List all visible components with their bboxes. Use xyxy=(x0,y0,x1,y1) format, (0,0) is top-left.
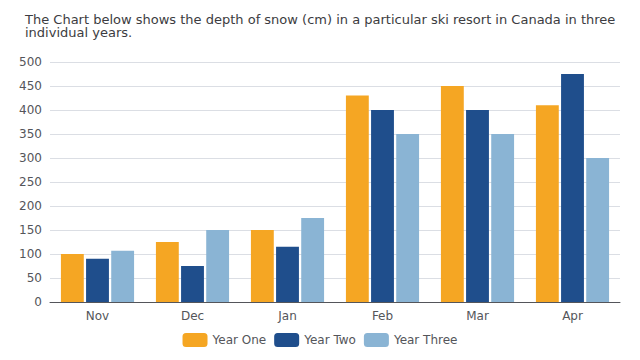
svg-text:50: 50 xyxy=(27,271,42,285)
svg-text:350: 350 xyxy=(19,127,42,141)
svg-text:Jan: Jan xyxy=(277,309,297,323)
svg-text:450: 450 xyxy=(19,79,42,93)
svg-text:Year Three: Year Three xyxy=(393,333,458,347)
svg-text:Year Two: Year Two xyxy=(303,333,356,347)
svg-text:400: 400 xyxy=(19,103,42,117)
svg-text:individual years.: individual years. xyxy=(25,25,132,40)
svg-text:0: 0 xyxy=(34,295,42,309)
svg-text:200: 200 xyxy=(19,199,42,213)
svg-text:The Chart below shows the dept: The Chart below shows the depth of snow … xyxy=(25,12,620,27)
svg-text:Feb: Feb xyxy=(372,309,393,323)
svg-text:300: 300 xyxy=(19,151,42,165)
svg-text:Dec: Dec xyxy=(181,309,204,323)
svg-text:150: 150 xyxy=(19,223,42,237)
svg-text:500: 500 xyxy=(19,55,42,69)
svg-text:Nov: Nov xyxy=(86,309,109,323)
svg-text:100: 100 xyxy=(19,247,42,261)
svg-text:Apr: Apr xyxy=(562,309,583,323)
svg-text:Year One: Year One xyxy=(212,333,267,347)
svg-text:Mar: Mar xyxy=(466,309,489,323)
svg-text:250: 250 xyxy=(19,175,42,189)
